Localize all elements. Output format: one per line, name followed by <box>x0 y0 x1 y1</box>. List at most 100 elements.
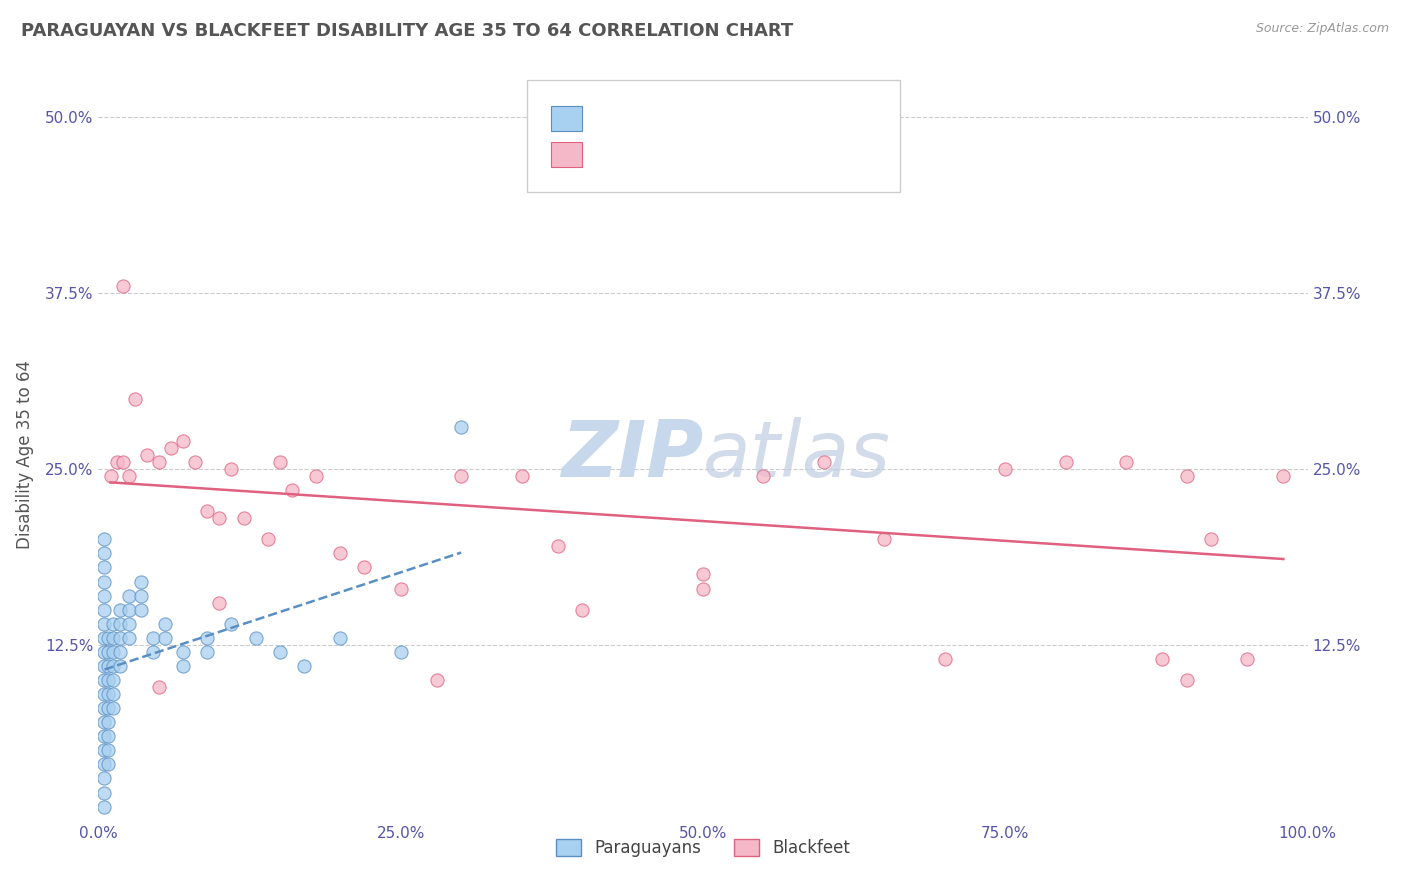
Point <box>101 645 124 659</box>
Point <box>232 511 254 525</box>
Point <box>93 673 115 687</box>
Point <box>1054 455 1077 469</box>
Point <box>450 469 472 483</box>
Point <box>1115 455 1137 469</box>
Point <box>93 546 115 560</box>
Point <box>269 645 291 659</box>
Point <box>631 138 654 153</box>
Point <box>148 680 170 694</box>
Point <box>934 652 956 666</box>
Point <box>547 539 569 553</box>
Point <box>245 631 267 645</box>
Point <box>256 533 278 547</box>
Point <box>108 645 131 659</box>
Point <box>97 659 120 673</box>
Point <box>93 701 115 715</box>
Legend: Paraguayans, Blackfeet: Paraguayans, Blackfeet <box>548 832 858 863</box>
Point <box>105 455 128 469</box>
Point <box>118 589 141 603</box>
Point <box>389 582 412 596</box>
Point <box>108 659 131 673</box>
Point <box>329 546 352 560</box>
Point <box>195 504 218 518</box>
Point <box>510 469 533 483</box>
Point <box>93 574 115 589</box>
Point <box>195 631 218 645</box>
Point <box>97 645 120 659</box>
Point <box>195 645 218 659</box>
Point <box>101 701 124 715</box>
Text: R =: R = <box>593 147 627 161</box>
Point <box>93 799 115 814</box>
Point <box>93 729 115 743</box>
Point <box>97 743 120 757</box>
Text: Source: ZipAtlas.com: Source: ZipAtlas.com <box>1256 22 1389 36</box>
Point <box>93 715 115 730</box>
Point <box>93 757 115 772</box>
Point <box>124 392 146 406</box>
Point <box>93 743 115 757</box>
Point <box>93 602 115 616</box>
Point <box>813 455 835 469</box>
Point <box>101 673 124 687</box>
Point <box>93 533 115 547</box>
Point <box>111 455 134 469</box>
Text: N = 45: N = 45 <box>709 147 766 161</box>
Text: -0.084: -0.084 <box>633 147 688 161</box>
Point <box>752 469 775 483</box>
Point <box>101 631 124 645</box>
Point <box>208 596 231 610</box>
Point <box>129 602 152 616</box>
Text: -0.001: -0.001 <box>633 112 688 126</box>
Y-axis label: Disability Age 35 to 64: Disability Age 35 to 64 <box>15 360 34 549</box>
Point <box>172 659 194 673</box>
Point <box>93 785 115 799</box>
Point <box>153 616 176 631</box>
Point <box>97 715 120 730</box>
Point <box>93 589 115 603</box>
Point <box>101 687 124 701</box>
Text: ZIP: ZIP <box>561 417 703 493</box>
Point <box>142 645 165 659</box>
Point <box>1272 469 1295 483</box>
Point <box>93 631 115 645</box>
Point <box>221 616 243 631</box>
Point <box>692 582 714 596</box>
Point <box>389 645 412 659</box>
Point <box>329 631 352 645</box>
Point <box>97 701 120 715</box>
Text: R =: R = <box>593 112 627 126</box>
Point <box>101 616 124 631</box>
Point <box>184 455 207 469</box>
Point <box>118 469 141 483</box>
Point <box>172 645 194 659</box>
Point <box>100 469 122 483</box>
Point <box>108 616 131 631</box>
Point <box>994 462 1017 476</box>
Point <box>208 511 231 525</box>
Point <box>97 631 120 645</box>
Point <box>450 419 472 434</box>
Point <box>93 772 115 786</box>
Point <box>118 631 141 645</box>
Point <box>108 602 131 616</box>
Point <box>292 659 315 673</box>
Point <box>426 673 449 687</box>
Point <box>353 560 375 574</box>
Point <box>305 469 328 483</box>
Point <box>97 729 120 743</box>
Point <box>97 687 120 701</box>
Point <box>153 631 176 645</box>
Point <box>135 448 157 462</box>
Point <box>93 560 115 574</box>
Point <box>129 589 152 603</box>
Point <box>101 659 124 673</box>
Point <box>221 462 243 476</box>
Point <box>873 533 896 547</box>
Point <box>1152 652 1174 666</box>
Point <box>1199 533 1222 547</box>
Point <box>1175 673 1198 687</box>
Point <box>93 616 115 631</box>
Point <box>93 659 115 673</box>
Text: atlas: atlas <box>703 417 891 493</box>
